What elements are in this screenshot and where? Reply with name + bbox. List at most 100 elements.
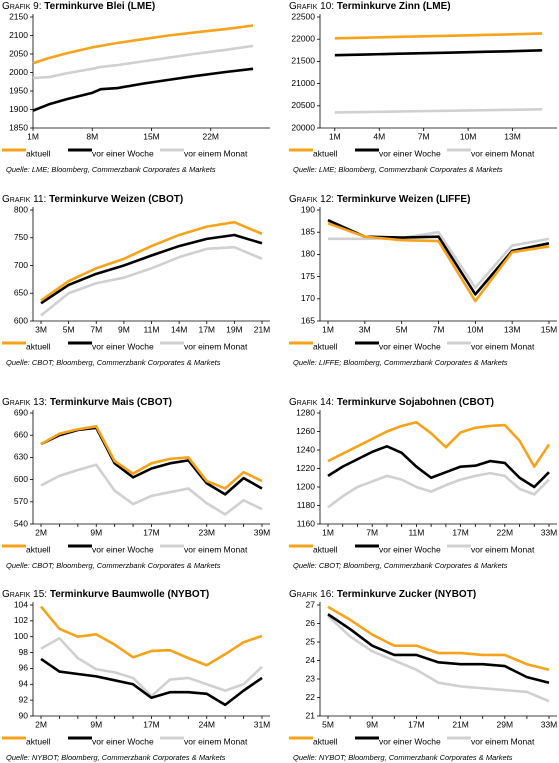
chart-panel: Grafik 10: Terminkurve Zinn (LME) 20000 20… bbox=[289, 1, 557, 174]
y-tick-label: 2150 bbox=[9, 11, 28, 21]
x-tick-label: 17M bbox=[452, 527, 469, 537]
legend-label: vor einer Woche bbox=[379, 148, 441, 158]
legend-label: vor einem Monat bbox=[471, 148, 535, 158]
series-line bbox=[327, 615, 550, 703]
x-tick-label: 21M bbox=[452, 719, 469, 729]
series-line bbox=[327, 613, 550, 684]
x-tick-label: 13M bbox=[504, 131, 521, 141]
series-line bbox=[40, 463, 263, 516]
x-tick-label: 17M bbox=[408, 719, 425, 729]
x-tick-label: 1M bbox=[27, 131, 39, 141]
y-tick-label: 90 bbox=[19, 710, 29, 720]
y-tick-label: 1160 bbox=[297, 518, 316, 528]
chart-label: Grafik 15: bbox=[2, 589, 47, 600]
y-tick-label: 540 bbox=[14, 518, 28, 528]
chart-panel: Grafik 15: Terminkurve Baumwolle (NYBOT)… bbox=[2, 589, 270, 762]
series-line bbox=[327, 605, 550, 672]
x-tick-label: 5M bbox=[63, 324, 75, 334]
x-tick-label: 22M bbox=[497, 527, 514, 537]
legend-label: aktuell bbox=[313, 341, 338, 351]
chart-title: Grafik 9: Terminkurve Blei (LME) bbox=[2, 1, 155, 12]
x-tick-label: 39M bbox=[254, 527, 271, 537]
y-tick-label: 22000 bbox=[291, 33, 315, 43]
chart-title: Grafik 13: Terminkurve Mais (CBOT) bbox=[2, 397, 172, 408]
y-tick-label: 20500 bbox=[291, 100, 315, 110]
legend-label: aktuell bbox=[313, 148, 338, 158]
source-note: Quelle: LME; Bloomberg, Commerzbank Corp… bbox=[6, 165, 216, 174]
y-tick-label: 750 bbox=[14, 232, 28, 242]
chart-title-text: Terminkurve Weizen (LIFFE) bbox=[337, 194, 471, 205]
y-tick-label: 98 bbox=[19, 647, 29, 657]
y-tick-label: 27 bbox=[306, 599, 316, 609]
y-tick-label: 22500 bbox=[291, 11, 315, 21]
y-tick-label: 600 bbox=[14, 315, 28, 325]
source-note: Quelle: NYBOT; Bloomberg, Commerzbank Co… bbox=[6, 753, 226, 762]
y-tick-label: 23 bbox=[306, 673, 316, 683]
x-tick-label: 4M bbox=[373, 131, 385, 141]
legend-label: aktuell bbox=[313, 544, 338, 554]
source-note: Quelle: LIFFE; Bloomberg, Commerzbank Co… bbox=[293, 358, 508, 367]
y-tick-label: 2100 bbox=[9, 30, 28, 40]
chart-title-text: Terminkurve Mais (CBOT) bbox=[50, 397, 172, 408]
legend-label: vor einer Woche bbox=[379, 544, 441, 554]
x-tick-label: 23M bbox=[198, 527, 215, 537]
x-tick-label: 15M bbox=[143, 131, 160, 141]
chart-panel: Grafik 12: Terminkurve Weizen (LIFFE) 165… bbox=[289, 194, 557, 367]
chart-panel: Grafik 9: Terminkurve Blei (LME) 1850 1900… bbox=[2, 1, 270, 174]
x-tick-label: 3M bbox=[359, 324, 371, 334]
legend-label: aktuell bbox=[313, 736, 338, 746]
series-line bbox=[40, 637, 263, 698]
chart-panel: Grafik 13: Terminkurve Mais (CBOT) 540 570… bbox=[2, 397, 270, 570]
series-line bbox=[40, 657, 263, 707]
y-tick-label: 1220 bbox=[296, 463, 315, 473]
y-tick-label: 24 bbox=[306, 655, 316, 665]
series-line bbox=[334, 32, 543, 40]
y-tick-label: 2000 bbox=[9, 67, 28, 77]
y-tick-label: 92 bbox=[19, 694, 29, 704]
legend-label: vor einer Woche bbox=[92, 148, 154, 158]
legend-label: vor einer Woche bbox=[379, 736, 441, 746]
y-tick-label: 1950 bbox=[9, 85, 28, 95]
y-tick-label: 2050 bbox=[9, 48, 28, 58]
x-tick-label: 17M bbox=[143, 527, 160, 537]
y-tick-label: 94 bbox=[19, 679, 29, 689]
series-line bbox=[40, 425, 263, 490]
x-tick-label: 5M bbox=[396, 324, 408, 334]
series-line bbox=[327, 420, 551, 468]
x-tick-label: 21M bbox=[254, 324, 271, 334]
x-tick-label: 7M bbox=[433, 324, 445, 334]
y-tick-label: 190 bbox=[301, 204, 315, 214]
y-tick-label: 660 bbox=[14, 429, 28, 439]
x-tick-label: 22M bbox=[202, 131, 219, 141]
series-line bbox=[39, 605, 263, 667]
y-tick-label: 104 bbox=[14, 599, 28, 609]
y-tick-label: 175 bbox=[301, 271, 315, 281]
y-tick-label: 630 bbox=[14, 452, 28, 462]
y-tick-label: 26 bbox=[306, 618, 316, 628]
y-tick-label: 96 bbox=[19, 663, 29, 673]
chart-title: Grafik 11: Terminkurve Weizen (CBOT) bbox=[2, 194, 183, 205]
y-tick-label: 1260 bbox=[296, 426, 315, 436]
chart-label: Grafik 9: bbox=[2, 1, 42, 12]
x-tick-label: 7M bbox=[90, 324, 102, 334]
chart-title: Grafik 15: Terminkurve Baumwolle (NYBOT) bbox=[2, 589, 209, 600]
series-line bbox=[327, 471, 550, 509]
y-tick-label: 21 bbox=[306, 710, 316, 720]
x-tick-label: 3M bbox=[35, 324, 47, 334]
series-line bbox=[32, 44, 254, 80]
legend-label: vor einem Monat bbox=[471, 341, 535, 351]
legend-label: vor einem Monat bbox=[184, 148, 248, 158]
x-tick-label: 13M bbox=[504, 324, 521, 334]
y-tick-label: 180 bbox=[301, 249, 315, 259]
series-line bbox=[32, 24, 254, 65]
y-tick-label: 102 bbox=[14, 615, 28, 625]
legend-label: aktuell bbox=[26, 736, 51, 746]
y-tick-label: 25 bbox=[306, 636, 316, 646]
y-tick-label: 170 bbox=[301, 293, 315, 303]
chart-title-text: Terminkurve Blei (LME) bbox=[44, 1, 155, 12]
x-tick-label: 10M bbox=[460, 131, 477, 141]
legend-label: vor einer Woche bbox=[92, 544, 154, 554]
chart-title: Grafik 12: Terminkurve Weizen (LIFFE) bbox=[289, 194, 470, 205]
series-line bbox=[328, 230, 550, 289]
x-tick-label: 29M bbox=[497, 719, 514, 729]
